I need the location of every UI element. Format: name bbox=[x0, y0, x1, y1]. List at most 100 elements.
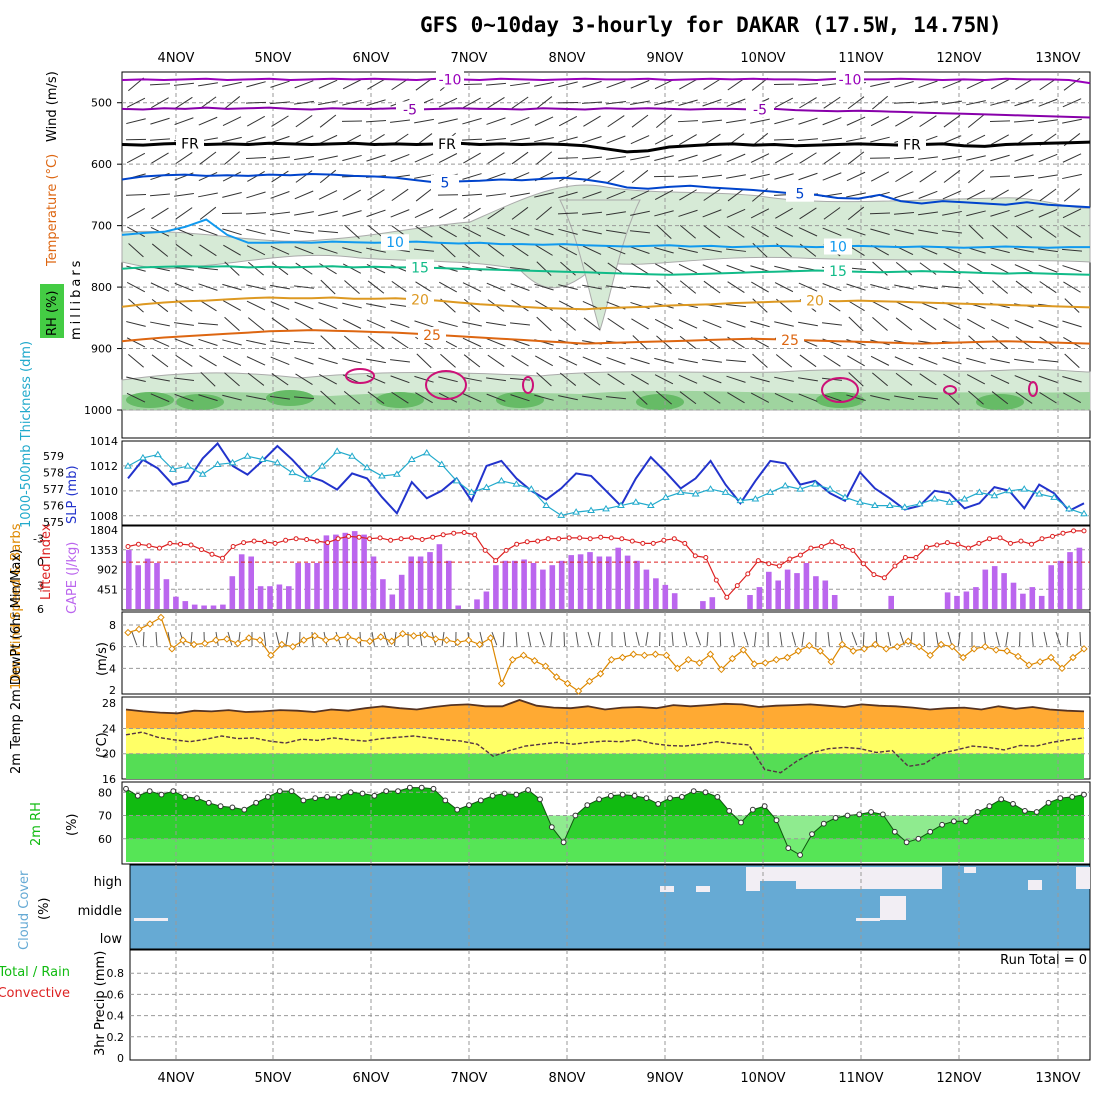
precip-tick: 0.2 bbox=[107, 1031, 125, 1044]
wind-speed-point bbox=[596, 670, 605, 678]
wind-barb bbox=[942, 357, 962, 365]
wind-label: Wind (m/s) bbox=[45, 71, 60, 142]
surface-barb bbox=[527, 631, 532, 646]
wind-barb bbox=[967, 114, 985, 128]
wind-barb bbox=[199, 355, 217, 367]
wind-barb bbox=[751, 226, 769, 238]
wind-barb bbox=[774, 282, 794, 293]
wind-barb bbox=[390, 319, 410, 329]
wind-barb bbox=[461, 138, 483, 141]
contour-label-bg bbox=[406, 291, 434, 308]
rh2m-point bbox=[170, 788, 177, 794]
wind-barb bbox=[1062, 265, 1082, 273]
rh2m-point bbox=[939, 821, 945, 828]
wind-barb bbox=[415, 78, 433, 91]
wind-speed-point bbox=[377, 633, 385, 641]
slp-tick: 1012 bbox=[90, 460, 118, 473]
surface-barb bbox=[862, 631, 865, 647]
wind-barb bbox=[174, 393, 194, 402]
contour-label-bg bbox=[431, 174, 459, 191]
wind-barb bbox=[390, 375, 410, 384]
cape-bar bbox=[1057, 560, 1064, 609]
thickness-point bbox=[572, 508, 581, 515]
wind-barb bbox=[295, 115, 313, 128]
wind-barb bbox=[989, 120, 1011, 123]
wind-barb bbox=[535, 151, 553, 165]
cape-bar bbox=[982, 569, 989, 609]
li-point bbox=[157, 545, 162, 551]
rh2m-point bbox=[146, 788, 153, 794]
wind-barb bbox=[872, 372, 888, 387]
wind-barb bbox=[366, 319, 386, 329]
contour-label: 25 bbox=[423, 328, 441, 344]
wind-barb bbox=[198, 267, 218, 271]
cape-bar bbox=[502, 560, 509, 609]
li-point bbox=[482, 547, 488, 553]
wind-barb bbox=[438, 376, 458, 383]
wind-barb bbox=[319, 169, 337, 184]
li-point bbox=[1050, 533, 1055, 539]
rh2m-point bbox=[998, 796, 1005, 803]
wind-barb bbox=[583, 317, 601, 331]
rh2m-point bbox=[619, 791, 626, 798]
wind-speed-point bbox=[695, 659, 704, 667]
wind-barb bbox=[342, 263, 362, 274]
wind-barb bbox=[151, 298, 169, 313]
rh-moist-cell bbox=[376, 392, 424, 408]
wind-barb bbox=[992, 280, 1008, 294]
wind-barb bbox=[440, 243, 456, 258]
rh2m-point bbox=[726, 808, 733, 814]
wind-barb bbox=[654, 318, 674, 330]
thickness-point bbox=[975, 488, 984, 495]
wind-barb bbox=[654, 210, 674, 217]
li-point bbox=[629, 538, 635, 544]
wind-barb bbox=[511, 96, 529, 109]
cape-bar bbox=[558, 560, 565, 609]
rh2m-point bbox=[359, 790, 366, 797]
wind-barb bbox=[318, 155, 338, 161]
li-point bbox=[398, 536, 404, 542]
wind-barb bbox=[702, 98, 722, 107]
li-point bbox=[619, 536, 625, 542]
wind-speed-point bbox=[585, 677, 594, 686]
cape-bar bbox=[417, 556, 424, 609]
wind-barb bbox=[294, 100, 314, 105]
wind-barb bbox=[125, 194, 147, 196]
wind-barb bbox=[894, 229, 914, 235]
cloud-clear-patch bbox=[696, 886, 710, 892]
wind-barb bbox=[198, 82, 218, 87]
wind-speed-point bbox=[728, 654, 737, 663]
li-tick: 3 bbox=[37, 580, 44, 593]
wind-barb bbox=[536, 316, 552, 332]
wind-barb bbox=[702, 174, 722, 179]
thickness-point bbox=[139, 453, 147, 461]
wind-barb bbox=[462, 337, 482, 348]
rh2m-point bbox=[1022, 808, 1028, 814]
wind-barb bbox=[943, 114, 961, 128]
wind-barb bbox=[293, 396, 315, 400]
wind-speed-point bbox=[849, 647, 857, 655]
cape-bar bbox=[267, 586, 273, 609]
wind-barb bbox=[439, 281, 457, 293]
wind-barb bbox=[198, 283, 218, 291]
date-label-bottom: 13NOV bbox=[1035, 1071, 1080, 1086]
thickness-point bbox=[153, 450, 162, 458]
wind-barb bbox=[990, 154, 1010, 162]
surface-barb bbox=[131, 631, 138, 646]
li-point bbox=[314, 538, 320, 544]
wind-barb bbox=[990, 79, 1010, 90]
wind-barb bbox=[703, 188, 721, 201]
surface-barb bbox=[550, 631, 553, 646]
li-point bbox=[818, 544, 824, 549]
li-point bbox=[566, 535, 572, 541]
wind-barb bbox=[246, 191, 266, 199]
wind-barb bbox=[415, 225, 433, 238]
panel-cloud: high middle low Cloud Cover (%) bbox=[17, 864, 1091, 950]
surface-barb bbox=[719, 631, 722, 647]
wind-barb bbox=[486, 377, 506, 382]
wind-barb bbox=[1014, 375, 1034, 384]
rh2m-point bbox=[442, 797, 449, 804]
slp-tick: 1008 bbox=[90, 510, 118, 523]
temperature-label: Temperature (°C) bbox=[45, 154, 60, 267]
thickness-point bbox=[870, 501, 879, 509]
